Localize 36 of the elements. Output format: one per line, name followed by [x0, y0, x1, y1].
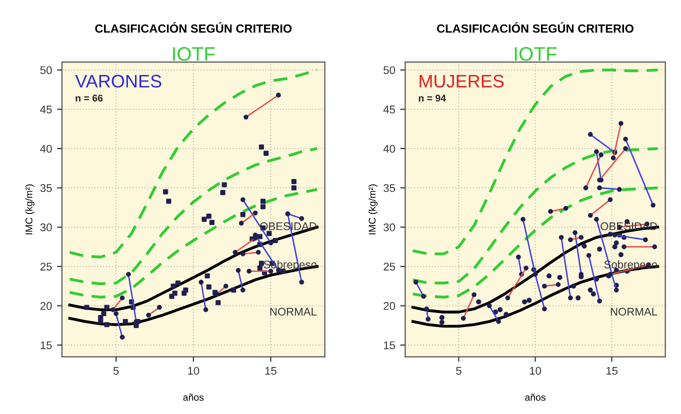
x-tick-label: 10	[530, 366, 542, 375]
annotation: n = 66	[76, 94, 103, 102]
y-tick-label: 20	[40, 302, 52, 310]
annotation: MUJERES	[420, 74, 504, 88]
annotation: n = 94	[418, 94, 446, 102]
annotation: NORMAL	[610, 308, 658, 316]
chart-subtitle: IOTF	[514, 47, 557, 61]
x-tick-label: 10	[188, 366, 200, 375]
x-axis-title: años	[525, 394, 546, 401]
y-tick-label: 50	[384, 66, 396, 74]
y-tick-label: 35	[40, 184, 52, 192]
x-tick-label: 5	[113, 367, 119, 375]
x-axis-title: años	[183, 394, 204, 401]
y-tick-label: 30	[384, 223, 396, 232]
x-tick-label: 15	[265, 367, 276, 375]
y-tick-label: 45	[40, 106, 52, 114]
y-tick-label: 15	[384, 341, 396, 350]
chart-title: CLASIFICACIÓN SEGÚN CRITERIO	[437, 22, 634, 33]
y-tick-label: 50	[40, 66, 52, 74]
y-axis-title: IMC (kg/m²)	[368, 184, 378, 234]
y-axis-title: IMC (kg/m²)	[25, 184, 34, 234]
y-tick-label: 20	[384, 302, 396, 310]
y-tick-label: 30	[40, 223, 52, 232]
y-tick-label: 40	[40, 144, 52, 153]
x-tick-label: 5	[456, 367, 462, 375]
chart-subtitle: IOTF	[173, 47, 215, 61]
y-tick-label: 35	[384, 184, 396, 192]
y-tick-label: 40	[383, 144, 396, 153]
x-tick-label: 15	[606, 367, 618, 375]
y-tick-label: 25	[40, 262, 52, 271]
annotation: VARONES	[75, 74, 162, 88]
annotation: NORMAL	[270, 308, 317, 316]
chart-title: CLASIFICACIÓN SEGÚN CRITERIO	[95, 22, 292, 33]
y-tick-label: 45	[383, 106, 396, 114]
y-tick-label: 25	[384, 262, 396, 271]
y-tick-label: 15	[40, 341, 52, 350]
